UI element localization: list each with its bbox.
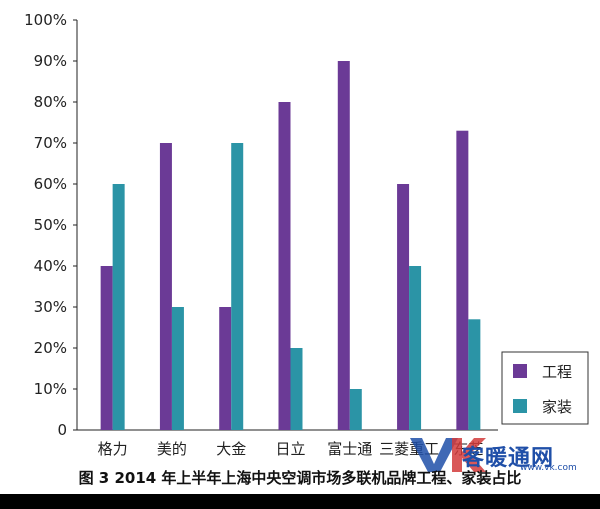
- x-category-label: 大金: [216, 440, 246, 458]
- bars: [100, 61, 481, 430]
- bar-engineering: [278, 102, 291, 430]
- watermark-logo: [410, 438, 486, 472]
- bar-home: [171, 307, 184, 430]
- bar-engineering: [456, 130, 469, 430]
- watermark-text: 客暖通网: [462, 446, 555, 471]
- bar-engineering: [337, 61, 350, 430]
- bar-engineering: [397, 184, 410, 430]
- vk-logo-icon: [410, 438, 458, 472]
- y-axis: 0 10% 20% 30% 40% 50% 60% 70% 80% 90% 100%: [24, 11, 498, 439]
- y-tick-label: 80%: [34, 93, 67, 111]
- bar-home: [231, 143, 244, 430]
- bar-home: [409, 266, 422, 430]
- x-category-label: 格力: [98, 440, 128, 458]
- bottom-bar: [0, 494, 600, 509]
- legend-swatch-engineering: [513, 364, 527, 378]
- bar-home: [468, 319, 481, 430]
- bar-engineering: [100, 266, 113, 430]
- y-tick-label: 100%: [24, 11, 67, 29]
- watermark-url: www.vk.com: [520, 463, 577, 473]
- y-tick-label: 20%: [34, 339, 67, 357]
- y-tick-label: 90%: [34, 52, 67, 70]
- y-tick-label: 60%: [34, 175, 67, 193]
- bar-home: [349, 389, 362, 430]
- x-category-label: 美的: [157, 440, 187, 458]
- bar-home: [112, 184, 125, 430]
- x-category-label: 日立: [275, 440, 305, 458]
- y-tick-label: 10%: [34, 380, 67, 398]
- legend-label-home: 家装: [542, 398, 572, 416]
- legend-swatch-home: [513, 399, 527, 413]
- legend: 工程 家装: [501, 351, 589, 425]
- bar-engineering: [159, 143, 172, 430]
- x-category-label: 富士通: [327, 440, 372, 458]
- y-tick-label: 50%: [34, 216, 67, 234]
- bar-engineering: [219, 307, 232, 430]
- y-tick-label: 70%: [34, 134, 67, 152]
- legend-label-engineering: 工程: [542, 363, 572, 381]
- y-tick-label: 30%: [34, 298, 67, 316]
- y-tick-label: 0: [57, 421, 67, 439]
- y-tick-label: 40%: [34, 257, 67, 275]
- bar-home: [290, 348, 303, 430]
- figure-caption: 图 3 2014 年上半年上海中央空调市场多联机品牌工程、家装占比: [78, 469, 522, 487]
